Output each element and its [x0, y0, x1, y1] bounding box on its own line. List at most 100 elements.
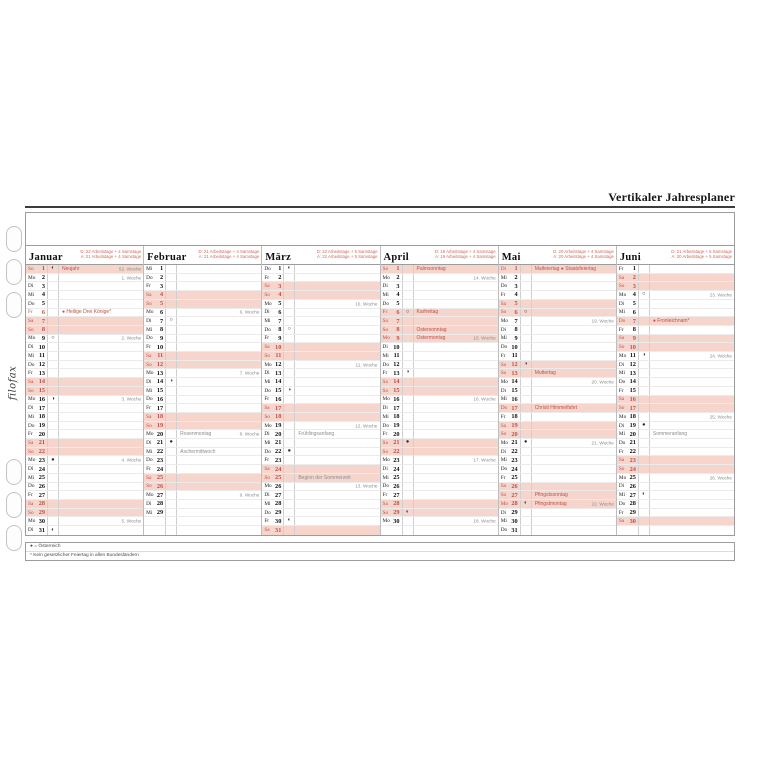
week-number: 52. Woche	[118, 266, 142, 272]
week-number: 20. Woche	[591, 379, 614, 385]
note-cell	[59, 439, 143, 447]
day-cell: So 19	[144, 421, 167, 430]
day-cell: Mi 14	[262, 378, 285, 386]
date-number: 19	[156, 422, 164, 429]
day-row-april-25: Mi 25	[380, 473, 498, 483]
day-cell: Mi 6	[617, 308, 639, 317]
day-cell: Do 1	[262, 265, 285, 273]
day-row-april-5: Do 5	[380, 299, 498, 309]
day-row-maerz-31: Sa 31	[262, 526, 380, 535]
date-number: 9	[632, 334, 636, 342]
weekday-label: Sa	[618, 335, 625, 342]
day-cell: Mo 23	[26, 456, 48, 465]
moon-cell	[403, 343, 414, 352]
weekday-label: Di	[264, 492, 270, 499]
date-number: 13	[629, 369, 636, 377]
moon-cell	[639, 526, 650, 535]
weekday-label: Fr	[28, 309, 33, 316]
day-cell: Do 5	[26, 299, 48, 308]
day-row-februar-3: Fr 3	[144, 282, 262, 292]
day-row-mai-25: Fr 25	[498, 473, 616, 483]
date-number: 24	[38, 465, 45, 473]
date-number: 16	[393, 395, 400, 403]
day-row-april-9: Mo 9 Ostermontag 15. Woche	[380, 334, 498, 344]
date-number: 4	[160, 291, 164, 299]
day-cell: Do 16	[144, 395, 167, 404]
day-cell: Sa 21	[381, 439, 403, 447]
moon-cell	[48, 317, 59, 325]
day-row-juni-14: Do 14	[616, 378, 735, 387]
date-number: 30	[629, 517, 636, 525]
moon-cell	[166, 273, 178, 282]
day-row-januar-29: So 29	[26, 508, 144, 518]
day-row-februar-28: Di 28	[144, 499, 262, 509]
note-cell	[177, 474, 261, 482]
weekday-label: So	[500, 309, 507, 316]
date-number: 21	[38, 439, 45, 447]
day-cell: Fr 2	[262, 273, 285, 282]
weekday-label: Do	[618, 439, 626, 446]
day-cell: Mi 13	[617, 369, 639, 378]
day-row-juni-25: Mo 25 26. Woche	[616, 473, 735, 483]
day-cell: Do 12	[381, 360, 403, 369]
note-cell	[295, 439, 379, 447]
date-number: 3	[396, 282, 400, 290]
note-cell	[532, 526, 616, 535]
date-number: 16	[629, 395, 636, 403]
weekday-label: Mi	[264, 500, 271, 507]
day-row-januar-8: So 8	[26, 325, 144, 335]
weekday-label: Fr	[618, 265, 624, 272]
month-header: März D: 22 Arbeitstage + 5 Samstage A: 22 …	[262, 246, 380, 265]
full-moon-icon: ○	[284, 325, 296, 334]
note-cell	[414, 378, 498, 386]
day-row-april-11: Mi 11	[380, 352, 498, 361]
week-number: 18. Woche	[473, 518, 496, 524]
moon-cell	[48, 325, 59, 334]
weekday-label: Do	[500, 283, 508, 290]
date-number: 1	[278, 265, 282, 273]
day-row-februar-25: Sa 25	[144, 473, 262, 483]
moon-cell	[166, 360, 178, 369]
date-number: 7	[41, 317, 45, 325]
date-number: 10	[629, 343, 636, 351]
day-row-juni-1: Fr 1	[616, 265, 735, 274]
date-number: 14	[393, 378, 400, 386]
day-cell: So 1	[26, 265, 48, 273]
day-cell: Mi 11	[381, 352, 403, 360]
day-row-april-19: Do 19	[380, 421, 498, 431]
day-row-februar-10: Fr 10	[144, 343, 262, 353]
moon-cell	[403, 412, 414, 421]
day-cell: Sa 5	[499, 299, 521, 308]
day-cell: Fr 20	[26, 430, 48, 439]
week-number: 25. Woche	[709, 414, 733, 420]
weekday-label: Sa	[146, 413, 152, 420]
first-quarter-moon-icon: ◐	[521, 499, 532, 508]
weekday-label: Mo	[264, 300, 272, 307]
day-row-maerz-11: So 11	[262, 352, 380, 361]
day-cell: Fr 10	[144, 343, 167, 352]
date-number: 2	[160, 274, 164, 282]
weekday-label: So	[146, 422, 152, 429]
day-cell: Di 29	[499, 508, 521, 517]
day-row-mai-4: Fr 4	[498, 291, 616, 300]
day-cell: Mo 16	[381, 395, 403, 404]
day-cell: Mi 7	[262, 317, 285, 325]
day-row-april-13: Fr 13 ◑	[380, 369, 498, 379]
day-row-juni-7: Do 7 ● Fronleichnam*	[616, 317, 735, 326]
moon-cell	[403, 482, 414, 491]
moon-cell	[639, 360, 650, 369]
moon-cell	[284, 491, 296, 499]
date-number: 27	[275, 491, 282, 499]
date-number: 8	[278, 326, 282, 334]
day-row-februar-22: Mi 22 Aschermittwoch	[144, 447, 262, 457]
day-row-maerz-27: Di 27	[262, 491, 380, 500]
day-row-januar-28: Sa 28	[26, 499, 144, 509]
weekday-label: Di	[500, 509, 506, 516]
date-number: 29	[156, 509, 164, 517]
note-cell	[177, 317, 261, 325]
day-row-februar-24: Fr 24	[144, 465, 262, 474]
moon-cell	[48, 299, 59, 308]
day-cell: Sa 4	[144, 291, 167, 299]
weekday-label: Sa	[264, 466, 270, 473]
holiday-label: Maifeiertag ● Staatsfeiertag	[534, 265, 597, 272]
